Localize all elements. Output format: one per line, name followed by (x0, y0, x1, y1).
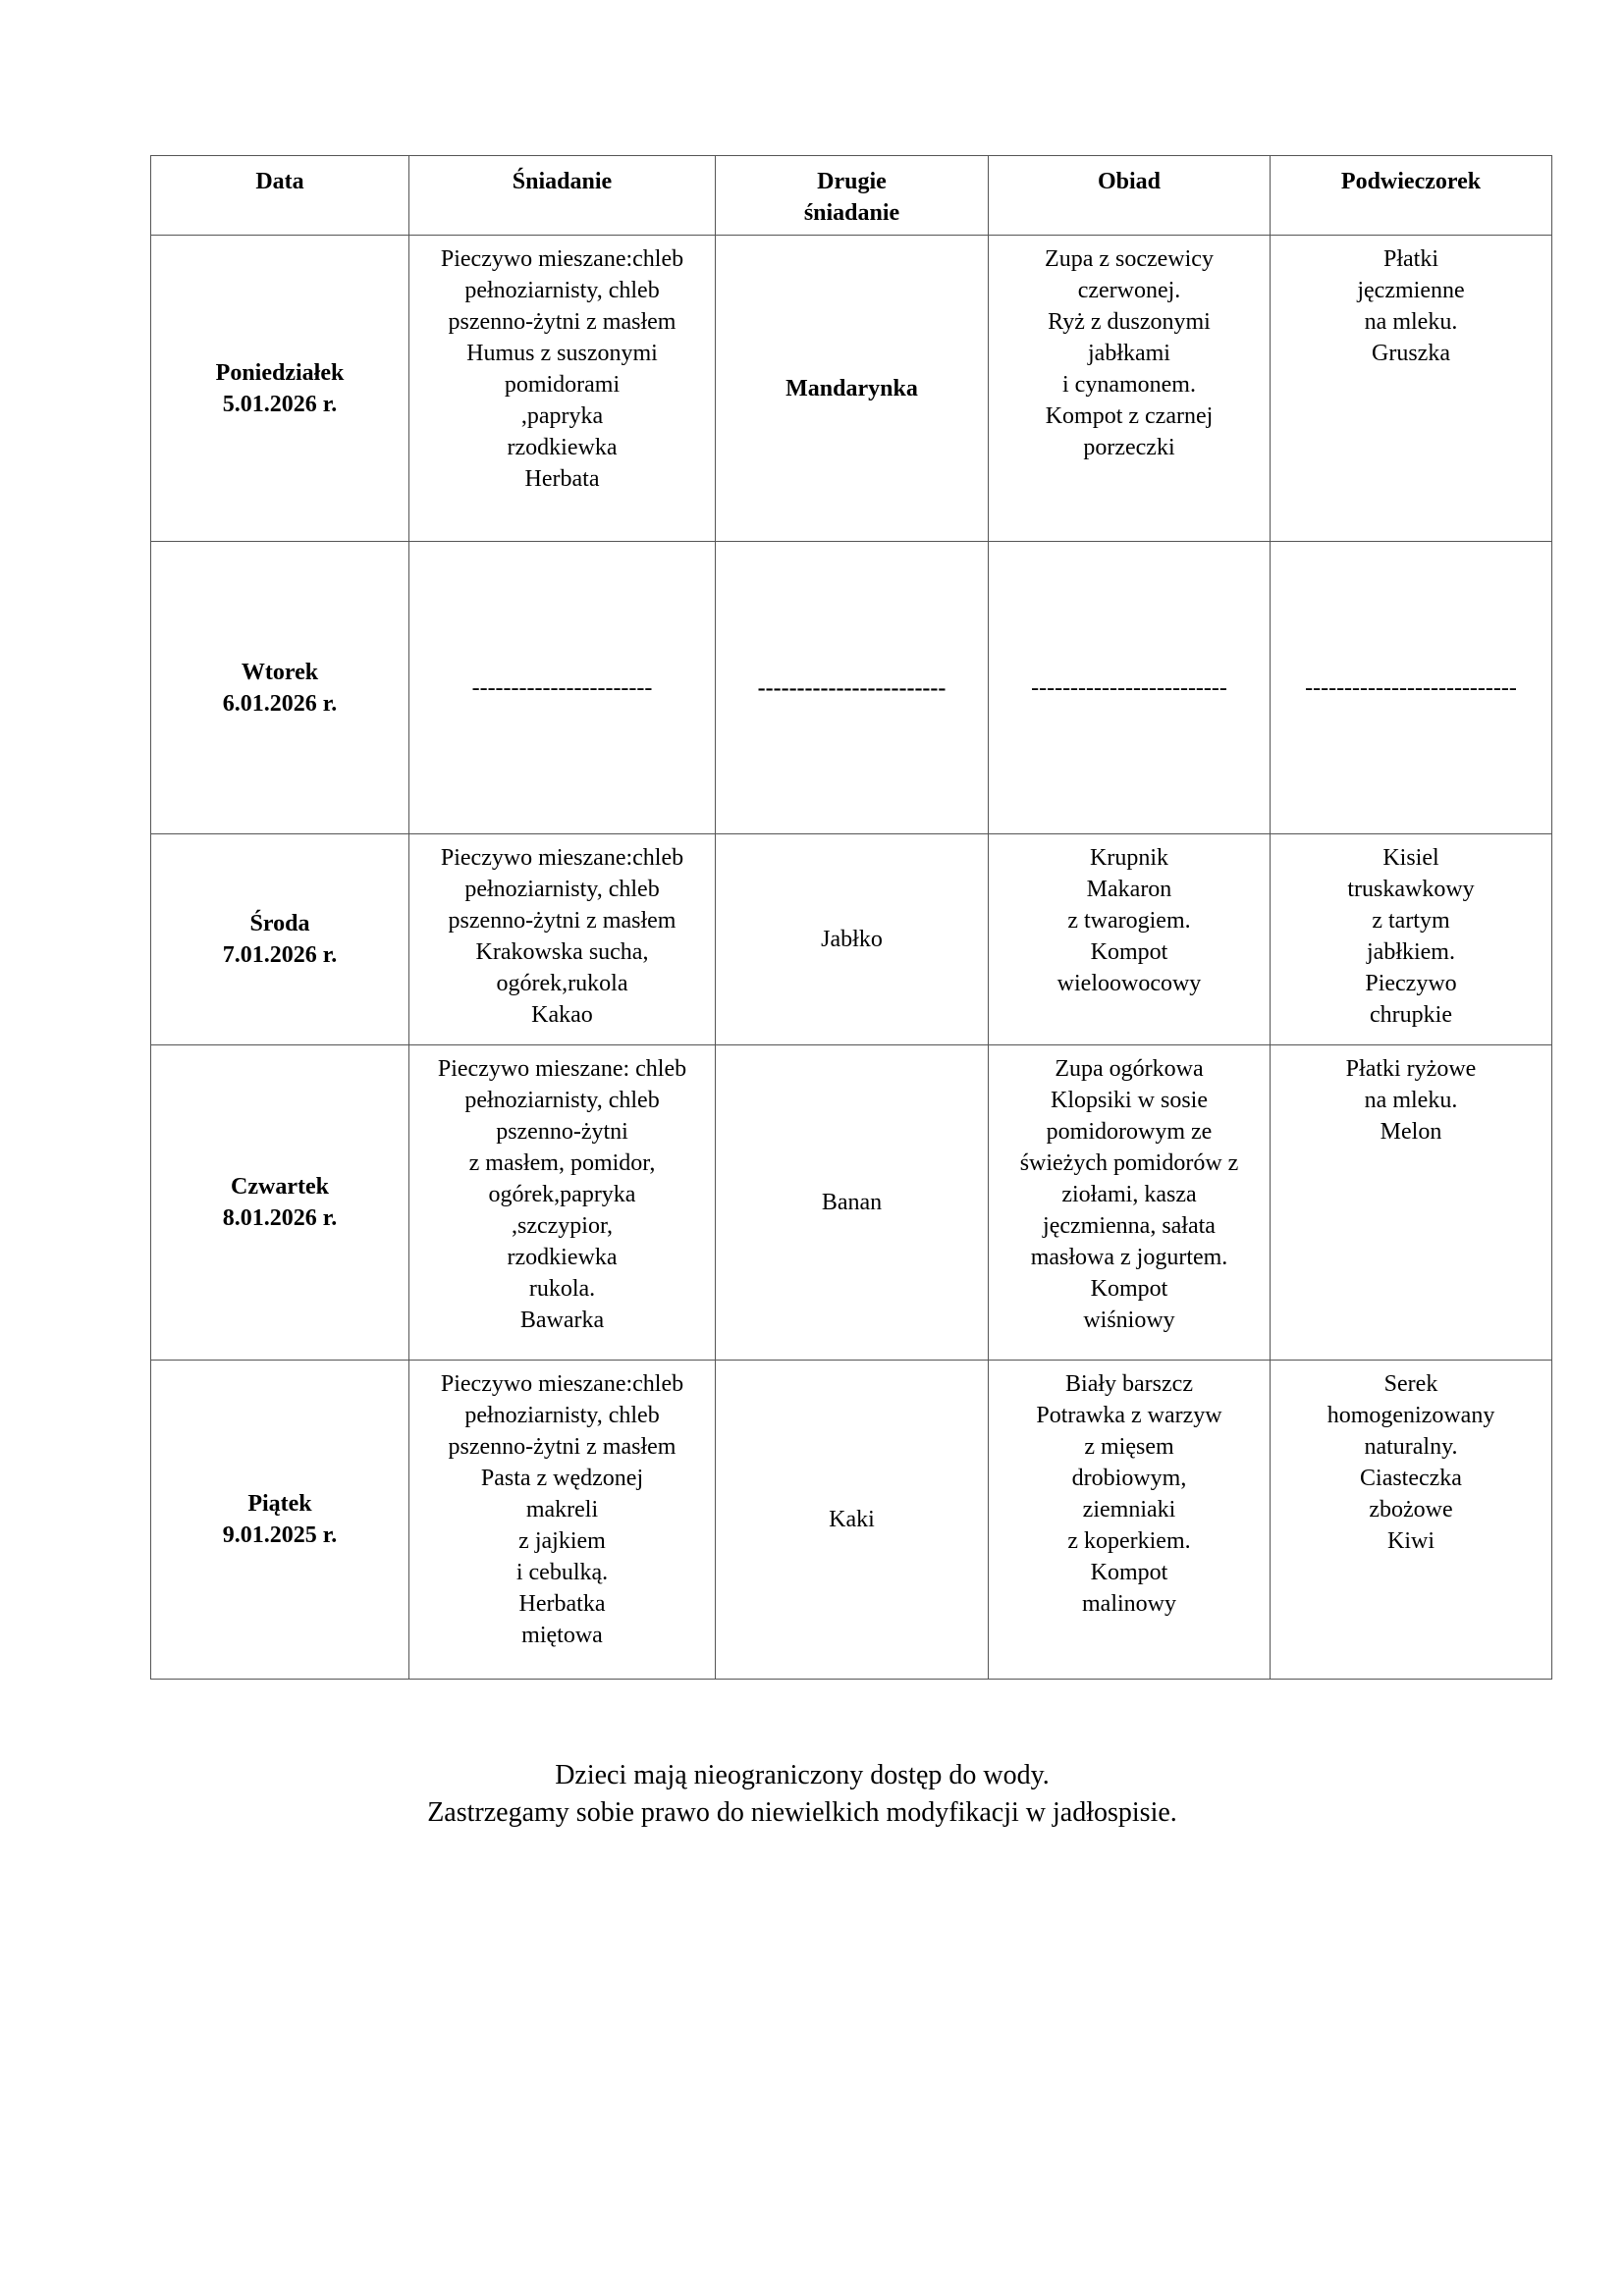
drugie-cell: Banan (715, 1044, 989, 1361)
podwieczorek-cell: --------------------------- (1270, 541, 1552, 834)
obiad-cell: Krupnik Makaron z twarogiem. Kompot wiel… (988, 833, 1271, 1045)
header-drugie-sniadanie: Drugie śniadanie (715, 155, 989, 236)
sniadanie-cell: Pieczywo mieszane:chleb pełnoziarnisty, … (408, 1360, 716, 1680)
table-row: Piątek 9.01.2025 r. Pieczywo mieszane:ch… (150, 1360, 1552, 1680)
podwieczorek-cell: Serek homogenizowany naturalny. Ciastecz… (1270, 1360, 1552, 1680)
header-data: Data (150, 155, 409, 236)
day-cell: Wtorek 6.01.2026 r. (150, 541, 409, 834)
day-cell: Piątek 9.01.2025 r. (150, 1360, 409, 1680)
obiad-cell: Zupa z soczewicy czerwonej. Ryż z duszon… (988, 235, 1271, 542)
footer-notes: Dzieci mają nieograniczony dostęp do wod… (0, 1757, 1624, 1832)
modification-note: Zastrzegamy sobie prawo do niewielkich m… (427, 1797, 1177, 1828)
table-row: Czwartek 8.01.2026 r. Pieczywo mieszane:… (150, 1044, 1552, 1361)
drugie-cell: Kaki (715, 1360, 989, 1680)
drugie-cell: Mandarynka (715, 235, 989, 542)
podwieczorek-cell: Płatki ryżowe na mleku. Melon (1270, 1044, 1552, 1361)
table-row: Środa 7.01.2026 r. Pieczywo mieszane:chl… (150, 833, 1552, 1045)
day-cell: Środa 7.01.2026 r. (150, 833, 409, 1045)
sniadanie-cell: ----------------------- (408, 541, 716, 834)
menu-table: Data Śniadanie Drugie śniadanie Obiad Po… (150, 155, 1552, 1680)
obiad-cell: Zupa ogórkowa Klopsiki w sosie pomidorow… (988, 1044, 1271, 1361)
podwieczorek-cell: Kisiel truskawkowy z tartym jabłkiem. Pi… (1270, 833, 1552, 1045)
table-row: Wtorek 6.01.2026 r. --------------------… (150, 541, 1552, 834)
header-obiad: Obiad (988, 155, 1271, 236)
water-note: Dzieci mają nieograniczony dostęp do wod… (555, 1760, 1050, 1790)
header-row: Data Śniadanie Drugie śniadanie Obiad Po… (150, 155, 1552, 236)
podwieczorek-cell: Płatki jęczmienne na mleku. Gruszka (1270, 235, 1552, 542)
drugie-cell: ------------------------ (715, 541, 989, 834)
obiad-cell: Biały barszcz Potrawka z warzyw z mięsem… (988, 1360, 1271, 1680)
sniadanie-cell: Pieczywo mieszane:chleb pełnoziarnisty, … (408, 833, 716, 1045)
header-podwieczorek: Podwieczorek (1270, 155, 1552, 236)
obiad-cell: ------------------------- (988, 541, 1271, 834)
drugie-cell: Jabłko (715, 833, 989, 1045)
table-row: Poniedziałek 5.01.2026 r. Pieczywo miesz… (150, 235, 1552, 542)
sniadanie-cell: Pieczywo mieszane:chleb pełnoziarnisty, … (408, 235, 716, 542)
day-cell: Czwartek 8.01.2026 r. (150, 1044, 409, 1361)
sniadanie-cell: Pieczywo mieszane: chleb pełnoziarnisty,… (408, 1044, 716, 1361)
day-cell: Poniedziałek 5.01.2026 r. (150, 235, 409, 542)
header-sniadanie: Śniadanie (408, 155, 716, 236)
